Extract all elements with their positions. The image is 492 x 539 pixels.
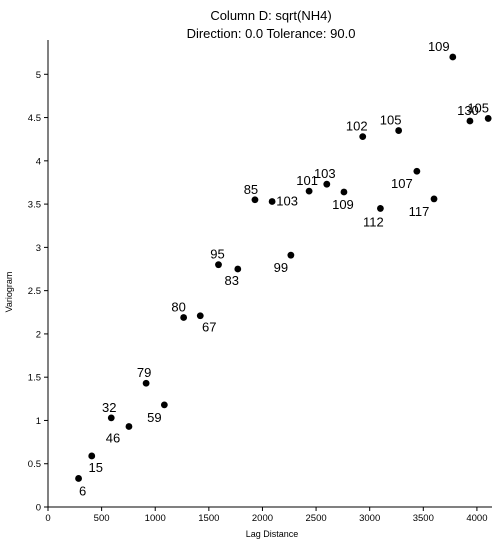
data-point (340, 188, 348, 196)
data-point (251, 196, 259, 204)
chart-title: Column D: sqrt(NH4) (210, 8, 331, 23)
y-tick-label: 4.5 (28, 113, 41, 124)
data-point (88, 452, 96, 460)
data-point (75, 475, 82, 482)
data-point (268, 198, 276, 205)
data-point (395, 127, 403, 134)
y-tick-label: 3 (36, 243, 41, 254)
x-tick-label: 3500 (413, 513, 434, 524)
data-point (125, 423, 133, 430)
pair-count-label: 6 (79, 483, 86, 498)
pair-count-label: 67 (202, 320, 216, 335)
x-tick-label: 4000 (466, 513, 487, 524)
y-ticks: 0 0.5 1 1.5 2 2.5 3 3.5 4 4.5 5 (28, 70, 48, 514)
data-point (430, 195, 438, 203)
y-axis-label: Variogram (4, 272, 14, 313)
pair-count-label: 80 (171, 299, 185, 314)
pair-count-label: 105 (467, 100, 489, 115)
pair-count-label: 109 (428, 39, 450, 54)
data-point (142, 379, 150, 387)
y-tick-label: 0 (36, 503, 41, 514)
data-point (305, 187, 313, 195)
pair-count-label: 79 (137, 365, 151, 380)
pair-count-label: 95 (210, 247, 224, 262)
data-point (215, 261, 222, 269)
pair-count-label: 83 (225, 273, 239, 288)
y-tick-label: 4 (36, 156, 41, 167)
pair-count-label: 99 (274, 260, 288, 275)
y-tick-label: 3.5 (28, 200, 41, 211)
data-point-labels: 6153246795980679583851039910110310910211… (79, 39, 489, 498)
data-point (359, 133, 367, 141)
x-axis-label: Lag Distance (246, 529, 299, 539)
x-tick-label: 0 (45, 513, 50, 524)
data-point (107, 414, 115, 422)
pair-count-label: 59 (147, 410, 161, 425)
x-tick-label: 2000 (252, 513, 273, 524)
y-tick-label: 1 (36, 416, 41, 427)
x-tick-label: 1500 (198, 513, 219, 524)
data-point (449, 53, 457, 61)
data-point (484, 115, 492, 122)
y-tick-label: 2 (36, 329, 41, 340)
data-point (196, 312, 204, 320)
pair-count-label: 15 (89, 460, 103, 475)
y-tick-label: 5 (36, 70, 41, 81)
x-tick-label: 1000 (145, 513, 166, 524)
pair-count-label: 117 (409, 204, 430, 219)
y-tick-label: 2.5 (28, 286, 41, 297)
y-tick-label: 0.5 (28, 459, 41, 470)
pair-count-label: 112 (363, 214, 384, 229)
data-point (160, 401, 168, 409)
data-point (287, 251, 295, 259)
pair-count-label: 102 (346, 119, 368, 134)
pair-count-label: 109 (332, 197, 354, 212)
x-tick-label: 3000 (359, 513, 380, 524)
data-point (413, 167, 421, 175)
x-tick-label: 2500 (306, 513, 327, 524)
pair-count-label: 103 (276, 194, 298, 209)
data-point (323, 180, 331, 188)
pair-count-label: 130 (457, 103, 479, 118)
data-point (377, 205, 384, 212)
y-tick-label: 1.5 (28, 373, 41, 384)
pair-count-label: 85 (244, 182, 258, 197)
pair-count-label: 32 (102, 400, 116, 415)
data-point (234, 265, 242, 273)
pair-count-label: 107 (391, 176, 413, 191)
x-tick-label: 500 (94, 513, 110, 524)
chart-subtitle: Direction: 0.0 Tolerance: 90.0 (187, 26, 356, 41)
pair-count-label: 101 (296, 173, 318, 188)
data-point (466, 117, 474, 125)
pair-count-label: 105 (380, 113, 402, 128)
x-ticks: 0 500 1000 1500 2000 2500 3000 3500 4000 (45, 507, 487, 524)
data-point (180, 314, 188, 321)
pair-count-label: 103 (314, 166, 336, 181)
pair-count-label: 46 (106, 431, 120, 446)
data-points (75, 53, 492, 482)
